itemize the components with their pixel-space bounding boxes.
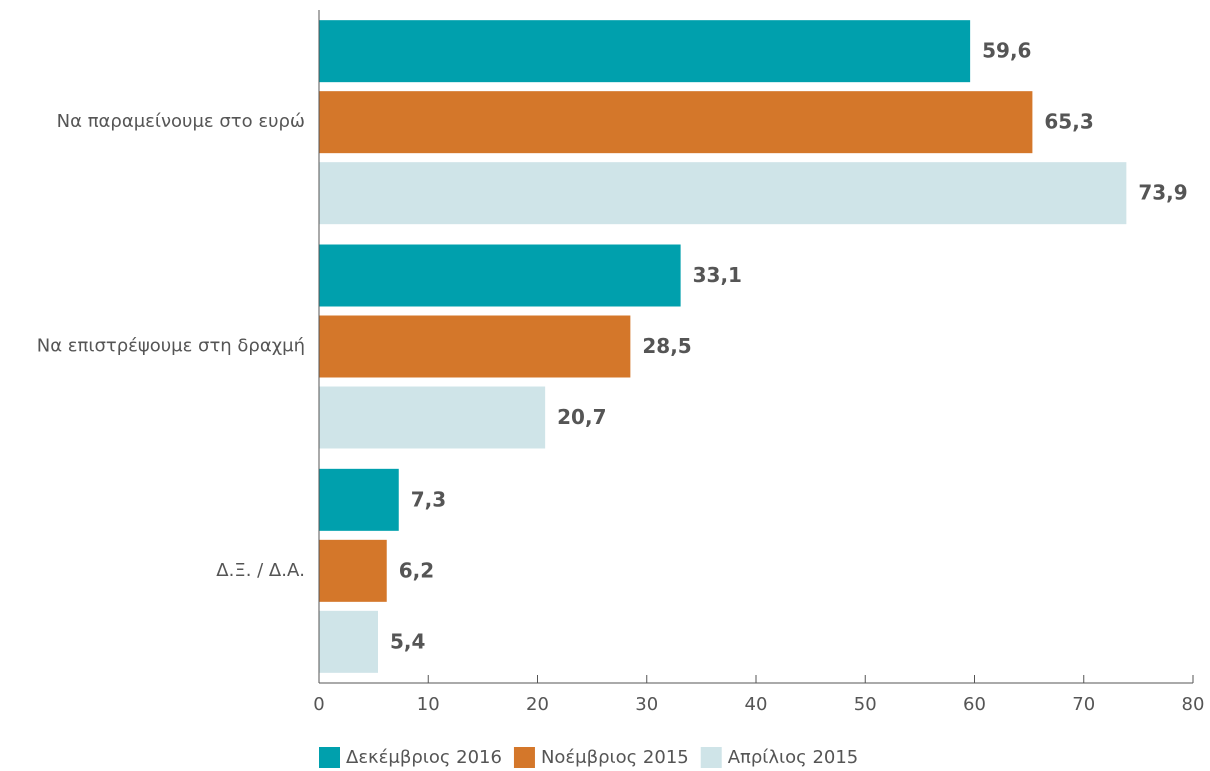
value-label: 59,6 — [982, 39, 1031, 63]
value-label: 6,2 — [399, 558, 434, 582]
bar — [319, 386, 546, 449]
bar — [319, 20, 971, 83]
legend-swatch — [319, 747, 340, 768]
value-label: 65,3 — [1044, 110, 1093, 134]
x-tick-label: 20 — [526, 694, 549, 715]
value-label: 33,1 — [693, 263, 742, 287]
value-label: 7,3 — [411, 487, 446, 511]
x-tick-label: 50 — [854, 694, 877, 715]
bar — [319, 315, 631, 378]
value-label: 20,7 — [557, 405, 606, 429]
category-label: Δ.Ξ. / Δ.Α. — [216, 560, 305, 581]
x-tick-label: 0 — [313, 694, 324, 715]
x-tick-label: 80 — [1182, 694, 1205, 715]
x-tick-label: 70 — [1072, 694, 1095, 715]
legend-swatch — [513, 747, 535, 768]
category-label: Να παραμείνουμε στο ευρώ — [57, 111, 305, 132]
bar — [319, 162, 1127, 225]
value-label: 28,5 — [642, 334, 691, 358]
x-tick-label: 10 — [417, 694, 440, 715]
value-label: 73,9 — [1138, 181, 1187, 205]
x-tick-label: 60 — [963, 694, 986, 715]
bar — [319, 91, 1033, 154]
x-tick-label: 30 — [635, 694, 658, 715]
category-label: Να επιστρέψουμε στη δραχμή — [37, 336, 305, 357]
value-label: 5,4 — [390, 629, 425, 653]
legend-label: Νοέμβριος 2015 — [541, 747, 689, 768]
bar — [319, 539, 387, 602]
legend-label: Δεκέμβριος 2016 — [346, 747, 502, 768]
bar — [319, 468, 399, 531]
bar — [319, 610, 378, 673]
x-tick-label: 40 — [745, 694, 768, 715]
bar — [319, 244, 681, 307]
legend-swatch — [700, 747, 722, 768]
legend-label: Απρίλιος 2015 — [728, 747, 859, 768]
